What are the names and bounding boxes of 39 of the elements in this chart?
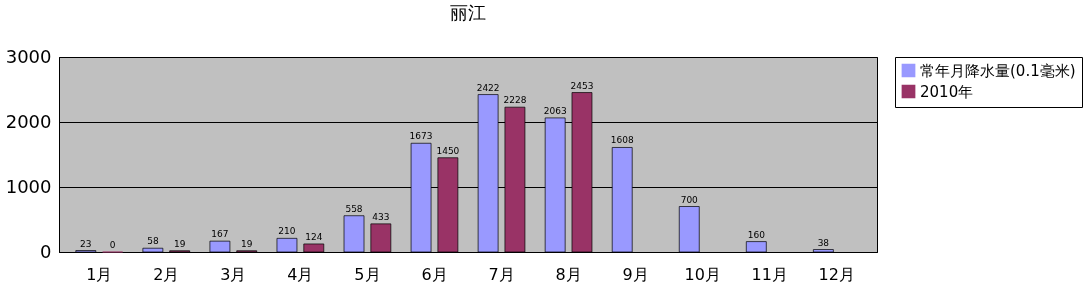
chart-title: 丽江 (450, 2, 486, 23)
y-tick-label: 0 (40, 240, 52, 262)
data-label: 433 (372, 211, 390, 222)
x-tick-label: 7月 (488, 264, 515, 284)
x-tick-label: 2月 (153, 264, 180, 284)
legend-label: 常年月降水量(0.1毫米) (920, 61, 1076, 80)
data-label: 210 (278, 226, 296, 237)
data-label: 124 (305, 231, 323, 242)
data-label: 2063 (543, 105, 567, 116)
x-tick-label: 6月 (421, 264, 448, 284)
data-label: 167 (211, 229, 229, 240)
data-label: 58 (147, 236, 159, 247)
x-tick-label: 10月 (684, 264, 721, 284)
y-tick-label: 1000 (5, 175, 52, 197)
data-label: 38 (817, 237, 830, 248)
data-label: 0 (109, 240, 116, 250)
x-tick-label: 11月 (751, 264, 788, 284)
x-tick-label: 1月 (86, 264, 113, 284)
data-label: 700 (680, 194, 699, 205)
legend-label: 2010年 (920, 82, 974, 101)
x-tick-label: 12月 (818, 264, 855, 284)
data-label: 19 (241, 238, 253, 249)
y-tick-label: 2000 (5, 110, 52, 132)
data-label: 2453 (570, 80, 594, 91)
x-tick-label: 4月 (287, 264, 314, 284)
data-label: 19 (173, 238, 186, 249)
x-tick-label: 5月 (354, 264, 381, 284)
x-tick-label: 9月 (622, 264, 649, 284)
data-label: 1608 (610, 135, 634, 146)
data-label: 2422 (476, 82, 500, 93)
x-tick-label: 3月 (220, 264, 247, 284)
data-label: 2228 (503, 95, 527, 106)
data-label: 23 (80, 238, 92, 249)
data-label: 1673 (409, 131, 433, 142)
y-tick-label: 3000 (5, 45, 52, 67)
x-tick-label: 8月 (555, 264, 582, 284)
data-label: 160 (747, 229, 766, 240)
data-label: 1450 (436, 145, 460, 156)
data-label: 558 (345, 203, 363, 214)
